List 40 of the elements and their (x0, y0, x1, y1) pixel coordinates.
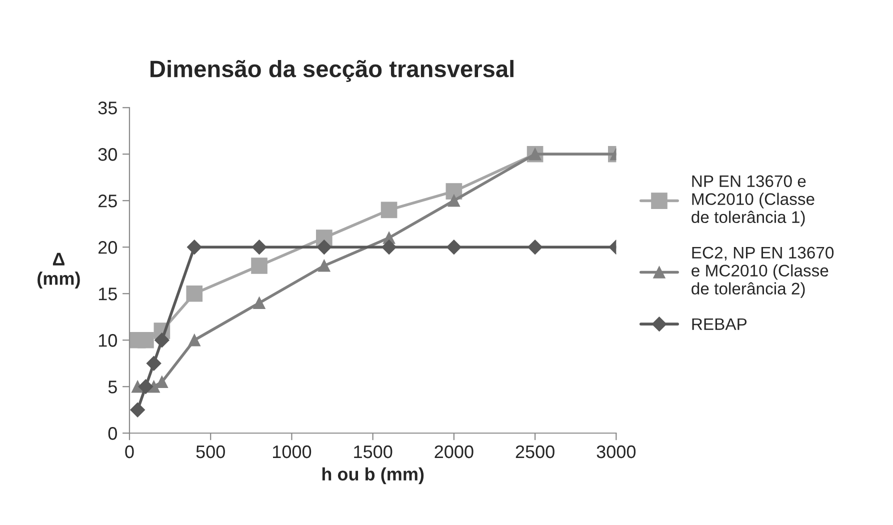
x-tick-label: 500 (196, 445, 225, 458)
chart-title: Dimensão da secção transversal (150, 60, 514, 82)
point (186, 285, 203, 302)
y-tick-label: 25 (98, 194, 117, 208)
point (252, 240, 267, 255)
y-tick-label: 15 (98, 288, 117, 300)
point (316, 240, 332, 255)
legend-label: EC2, NP EN 13670 e MC2010 (Classe de tolerância 2) (692, 246, 834, 298)
point (146, 356, 162, 371)
point (253, 296, 266, 309)
point (448, 194, 460, 207)
y-axis-title: Δ (mm) (38, 252, 80, 289)
point (251, 258, 268, 274)
legend-label: NP EN 13670 e MC2010 (Classe de tolerância 1) (692, 175, 814, 226)
legend-label: REBAP (692, 318, 747, 330)
point (130, 402, 145, 418)
point (188, 334, 200, 346)
x-tick-label: 0 (125, 445, 134, 458)
y-tick-label: 0 (108, 427, 117, 440)
x-tick-label: 2000 (434, 445, 474, 458)
point (154, 332, 170, 348)
y-tick-label: 10 (98, 334, 117, 347)
point (138, 332, 154, 348)
point (382, 240, 396, 255)
point (138, 379, 154, 394)
y-tick-label: 20 (98, 241, 117, 254)
point (156, 376, 168, 388)
point (446, 240, 462, 255)
point (186, 240, 202, 255)
y-tick-label: 5 (108, 380, 117, 394)
x-axis-title: h ou b (mm) (322, 467, 424, 484)
point (528, 240, 542, 255)
x-tick-label: 3000 (596, 445, 636, 458)
y-tick-label: 35 (98, 102, 117, 114)
point (380, 202, 398, 218)
x-tick-label: 2500 (516, 445, 554, 458)
x-tick-label: 1500 (354, 445, 392, 458)
point (318, 260, 330, 272)
y-tick-label: 30 (98, 148, 117, 161)
x-tick-label: 1000 (273, 445, 312, 458)
